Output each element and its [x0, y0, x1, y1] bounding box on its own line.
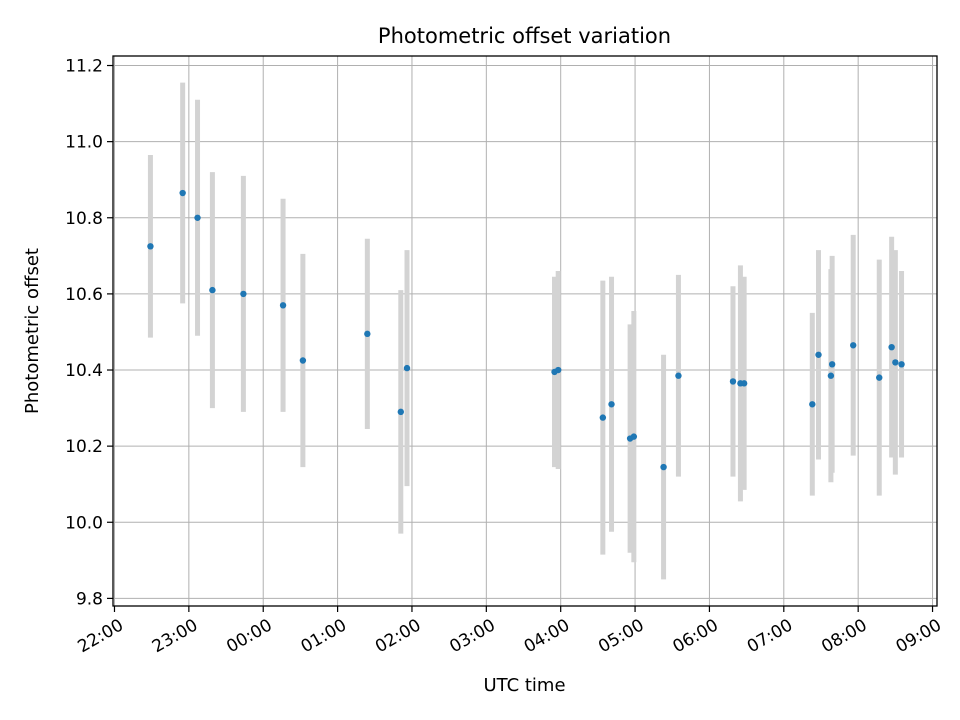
data-point — [660, 463, 667, 471]
data-point — [888, 343, 895, 351]
data-point — [630, 433, 638, 440]
chart-title: Photometric offset variation — [378, 24, 671, 48]
data-point — [403, 364, 411, 372]
y-axis-label: Photometric offset — [22, 248, 43, 414]
data-point — [675, 372, 682, 379]
data-point — [850, 342, 857, 349]
y-tick-label: 10.6 — [65, 285, 103, 305]
data-point — [555, 366, 562, 374]
data-point — [240, 290, 247, 298]
data-point — [828, 361, 836, 368]
plot-frame — [112, 55, 938, 607]
y-tick-label: 11.0 — [65, 133, 103, 153]
y-tick-label: 10.0 — [65, 513, 103, 533]
data-point — [299, 357, 307, 364]
data-point — [279, 302, 287, 309]
data-point — [729, 378, 737, 385]
y-tick-label: 11.2 — [65, 57, 103, 77]
data-point — [809, 401, 816, 408]
data-point — [892, 359, 899, 366]
y-tick-label: 9.8 — [76, 589, 103, 609]
data-point — [815, 351, 822, 358]
data-point — [876, 374, 883, 381]
data-point — [898, 361, 905, 368]
data-point — [599, 414, 607, 421]
y-tick-label: 10.8 — [65, 209, 103, 229]
grid-layer — [113, 56, 937, 606]
data-point — [740, 380, 748, 387]
y-tick-label: 10.4 — [65, 361, 103, 381]
data-point — [397, 408, 405, 416]
data-point — [364, 330, 371, 338]
data-point — [827, 372, 835, 379]
data-point — [608, 401, 615, 408]
data-point — [194, 214, 201, 221]
x-axis-label: UTC time — [483, 675, 565, 696]
y-tick-label: 10.2 — [65, 437, 103, 457]
marker-layer — [147, 189, 905, 471]
data-point — [209, 286, 216, 294]
data-point — [179, 189, 186, 197]
data-point — [147, 243, 154, 250]
